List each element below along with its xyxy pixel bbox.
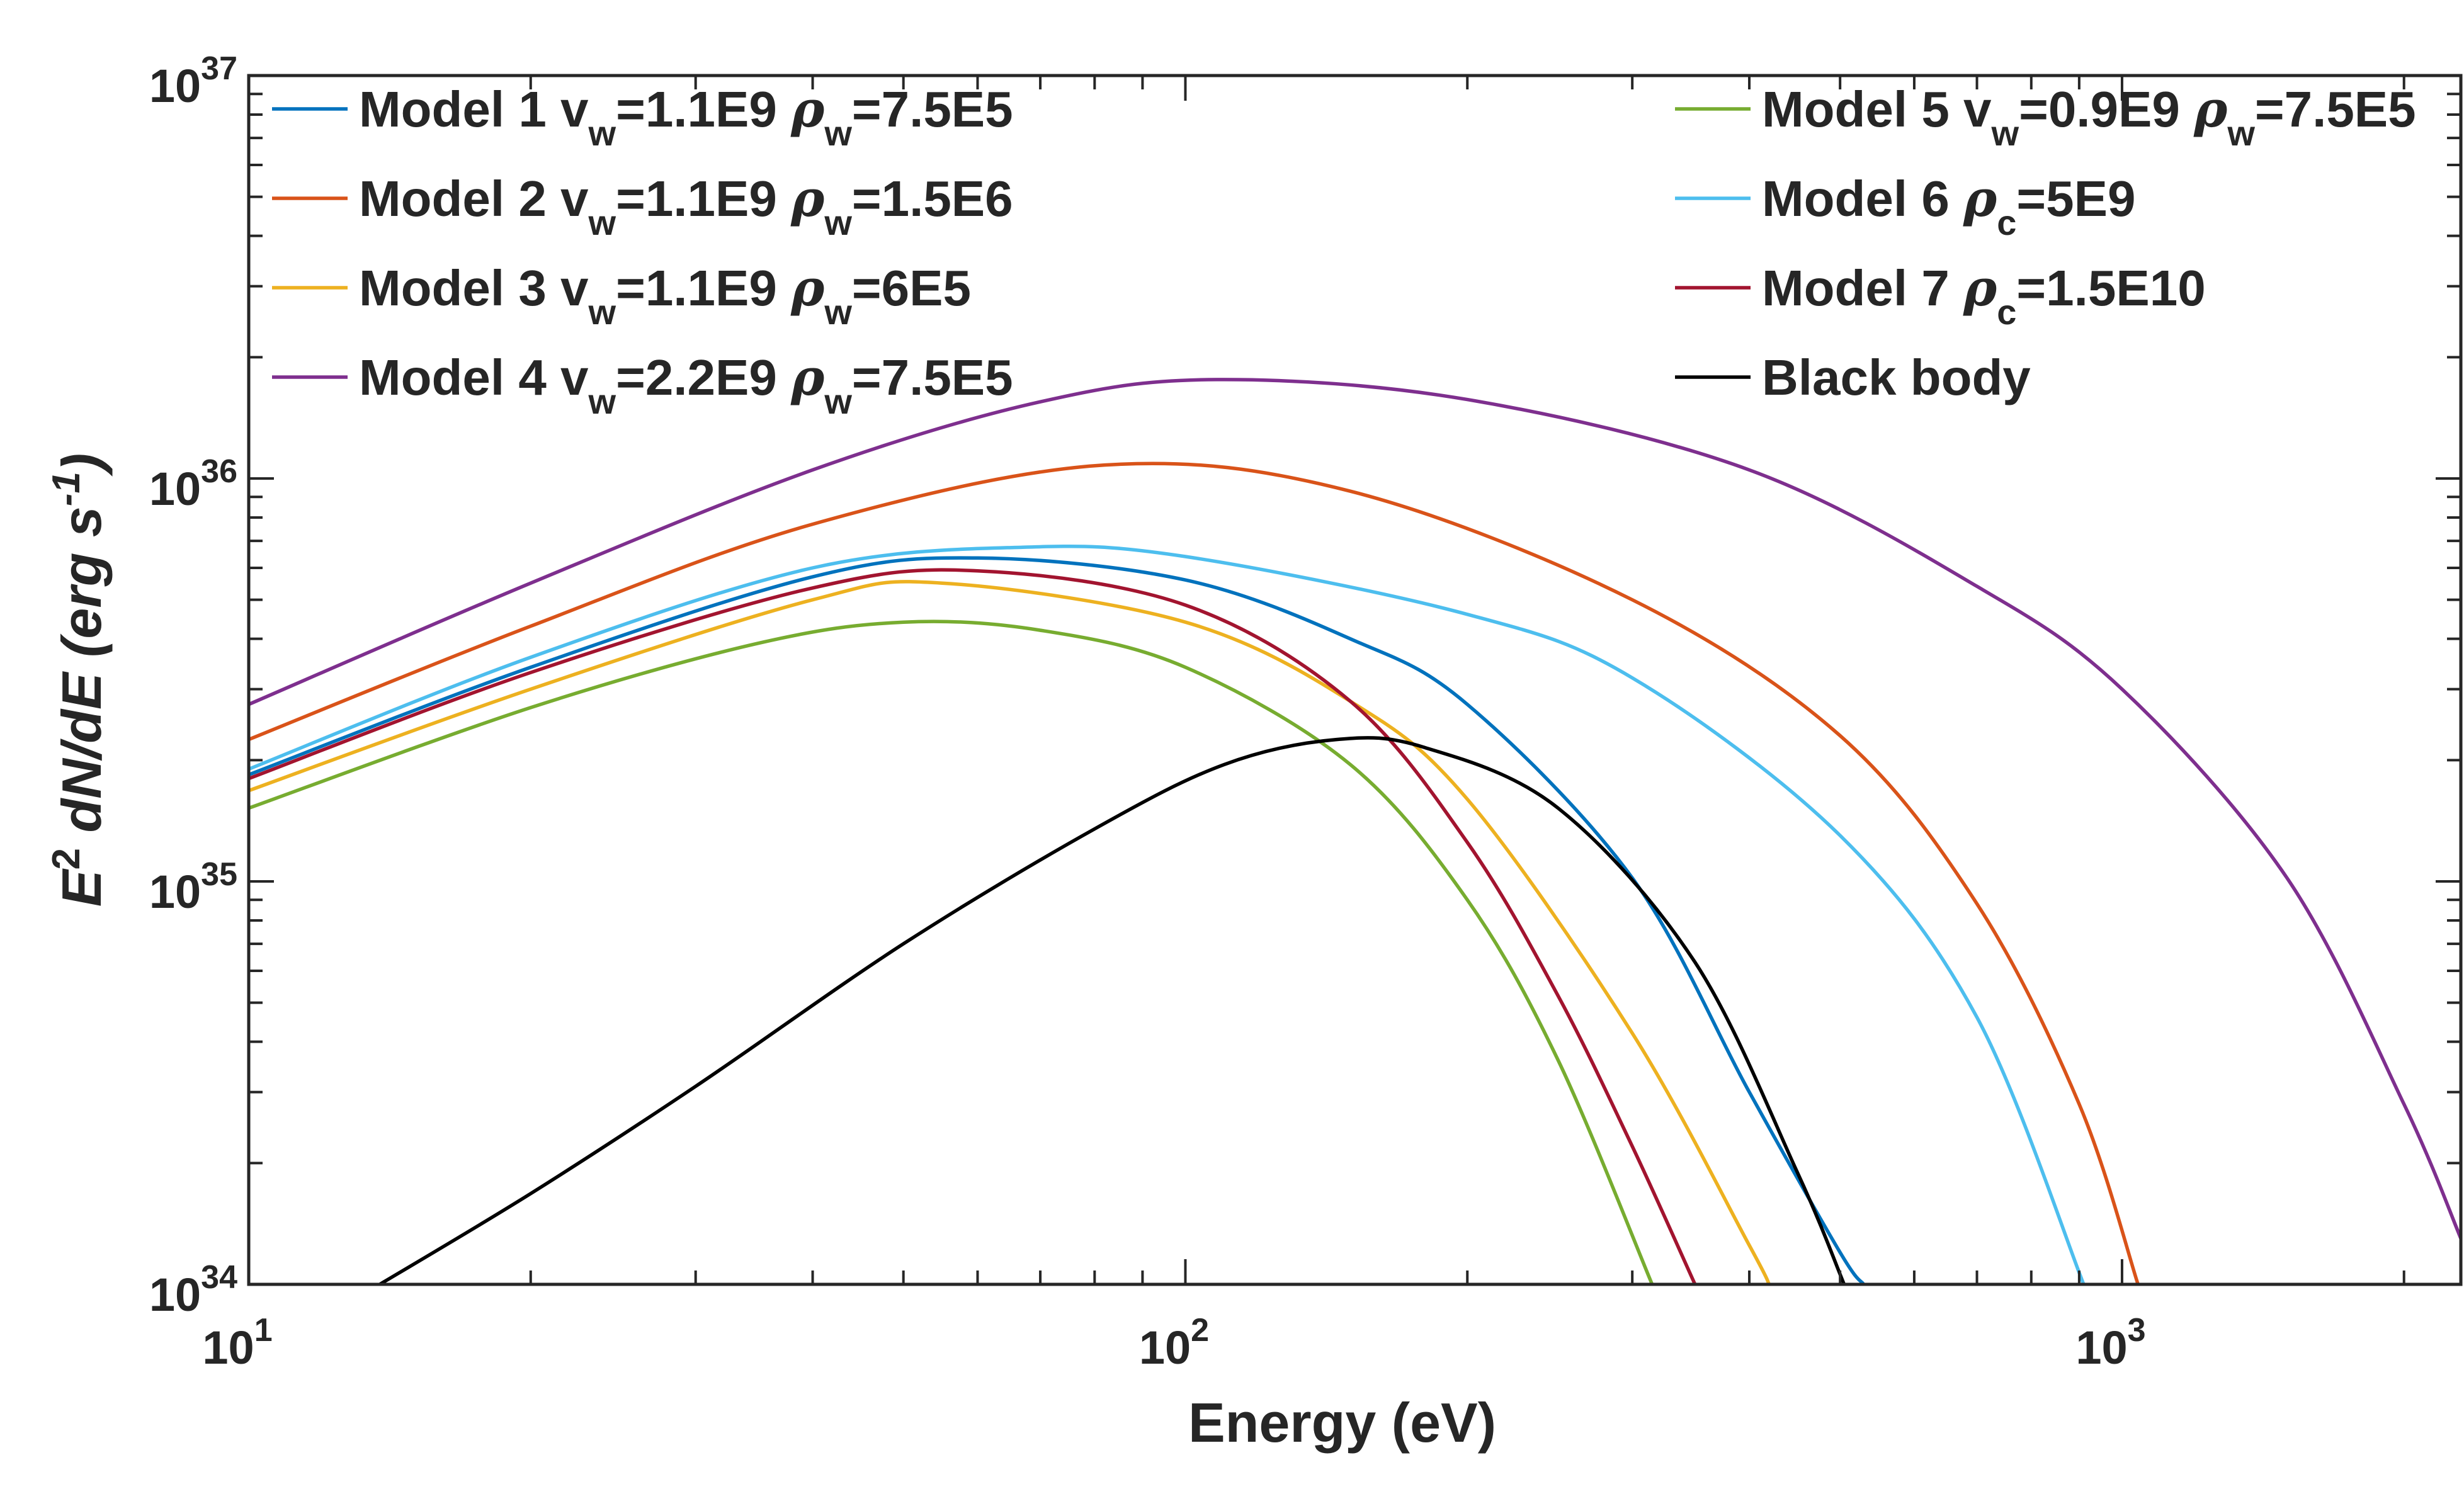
legend-item-4: Model 4 vw=2.2E9 ρw=7.5E5 <box>272 348 1013 421</box>
legend-text-part: =7.5E5 <box>852 349 1013 405</box>
y-tick-label: 1036 <box>149 453 237 515</box>
y-tick-label: 1034 <box>149 1259 237 1321</box>
x-tick-label-base: 10 <box>202 1321 254 1374</box>
legend-greek-rho: ρ <box>790 348 825 407</box>
x-tick-label: 101 <box>202 1312 272 1374</box>
legend-text-part: =5E9 <box>2016 171 2135 227</box>
y-tick-label-base: 10 <box>149 1269 201 1321</box>
legend-subscript: w <box>588 292 616 332</box>
y-tick-label: 1037 <box>149 50 237 112</box>
legend-label: Black body <box>1762 349 2031 405</box>
plot-frame <box>247 74 2463 1286</box>
legend-text-part: =7.5E5 <box>852 81 1013 137</box>
legend-subscript: w <box>588 382 616 421</box>
legend-subscript: w <box>588 203 616 242</box>
legend-item-2: Model 2 vw=1.1E9 ρw=1.5E6 <box>272 169 1013 242</box>
x-tick-label-exp: 3 <box>2128 1312 2146 1349</box>
legend-label: Model 6 ρc=5E9 <box>1762 169 2135 242</box>
legend-subscript: w <box>824 292 852 332</box>
y-axis-title-middle: dN/dE (erg s <box>50 506 113 848</box>
legend-text-part: =1.5E10 <box>2016 260 2205 316</box>
ticks-layer <box>247 74 2461 1286</box>
y-tick-label-base: 10 <box>149 866 201 918</box>
legend-label: Model 5 vw=0.9E9 ρw=7.5E5 <box>1762 79 2416 153</box>
legend-text-part: =1.1E9 <box>616 260 791 316</box>
legend-subscript: w <box>2227 113 2255 153</box>
legend-label: Model 3 vw=1.1E9 ρw=6E5 <box>359 258 971 332</box>
legend-label: Model 1 vw=1.1E9 ρw=7.5E5 <box>359 79 1013 153</box>
x-tick-label-base: 10 <box>1139 1321 1191 1374</box>
legend-subscript: c <box>1997 292 2016 332</box>
x-tick-label-exp: 1 <box>254 1312 273 1349</box>
series-line-6 <box>249 545 2086 1284</box>
y-axis-title-base: E <box>50 868 113 907</box>
legend-greek-rho: ρ <box>790 258 825 317</box>
y-axis-title: E2 dN/dE (erg s-1) <box>45 453 113 907</box>
y-axis-title-unit-exp: -1 <box>45 472 88 506</box>
x-tick-label-exp: 2 <box>1191 1312 1209 1349</box>
legend-item-6: Model 6 ρc=5E9 <box>1675 169 2135 242</box>
y-tick-label-base: 10 <box>149 60 201 112</box>
y-tick-label-base: 10 <box>149 463 201 515</box>
legend-text-part: Model 1 v <box>359 81 589 137</box>
legend-text-part: =2.2E9 <box>616 349 791 405</box>
legend-label: Model 7 ρc=1.5E10 <box>1762 258 2206 332</box>
legend-text-part: Model 3 v <box>359 260 589 316</box>
legend-greek-rho: ρ <box>1963 258 1997 317</box>
legend-subscript: w <box>824 203 852 242</box>
x-tick-label: 102 <box>1139 1312 1209 1374</box>
x-axis-title: Energy (eV) <box>1188 1391 1496 1454</box>
legend-label: Model 2 vw=1.1E9 ρw=1.5E6 <box>359 169 1013 242</box>
series-line-3 <box>249 580 1771 1284</box>
legend-item-7: Model 7 ρc=1.5E10 <box>1675 258 2206 332</box>
series-line-4 <box>249 378 2461 1240</box>
legend-subscript: w <box>824 113 852 153</box>
y-tick-label: 1035 <box>149 856 237 918</box>
legend-subscript: w <box>824 382 852 421</box>
legend-greek-rho: ρ <box>2193 79 2228 139</box>
legend-text-part: =1.5E6 <box>852 171 1013 227</box>
legend-text-part: =1.1E9 <box>616 81 791 137</box>
legend-text-part: =6E5 <box>852 260 971 316</box>
y-tick-label-exp: 36 <box>201 453 237 490</box>
series-line-5 <box>249 620 1654 1284</box>
x-tick-label: 103 <box>2075 1312 2145 1374</box>
legend-text-part: Model 6 <box>1762 171 1963 227</box>
y-tick-label-exp: 37 <box>201 50 237 87</box>
legend-subscript: c <box>1997 203 2016 242</box>
legend-text-part: Black body <box>1762 349 2031 405</box>
series-line-2 <box>249 461 2140 1284</box>
legend-greek-rho: ρ <box>1963 169 1997 228</box>
legend-text-part: Model 4 v <box>359 349 589 405</box>
legend-item-3: Model 3 vw=1.1E9 ρw=6E5 <box>272 258 971 332</box>
legend-subscript: w <box>588 113 616 153</box>
series-line-1 <box>249 556 1865 1284</box>
y-tick-label-exp: 35 <box>201 856 237 893</box>
legend-text-part: =7.5E5 <box>2255 81 2416 137</box>
legend-subscript: w <box>1991 113 2019 153</box>
legend-text-part: =0.9E9 <box>2019 81 2194 137</box>
series-layer <box>249 378 2461 1284</box>
legend-text-part: =1.1E9 <box>616 171 791 227</box>
x-tick-label-base: 10 <box>2075 1321 2127 1374</box>
legend-text-part: Model 2 v <box>359 171 589 227</box>
legend-item-5: Model 5 vw=0.9E9 ρw=7.5E5 <box>1675 79 2416 153</box>
series-line-7 <box>249 568 1697 1284</box>
legend-label: Model 4 vw=2.2E9 ρw=7.5E5 <box>359 348 1013 421</box>
legend-text-part: Model 7 <box>1762 260 1963 316</box>
legend-greek-rho: ρ <box>790 169 825 228</box>
y-tick-label-exp: 34 <box>201 1259 237 1296</box>
legend-text-part: Model 5 v <box>1762 81 1992 137</box>
legend-item-8: Black body <box>1675 349 2031 405</box>
y-axis-title-base-exp: 2 <box>45 848 88 869</box>
series-line-8 <box>378 736 1846 1284</box>
legend-greek-rho: ρ <box>790 79 825 139</box>
legend-item-1: Model 1 vw=1.1E9 ρw=7.5E5 <box>272 79 1013 153</box>
